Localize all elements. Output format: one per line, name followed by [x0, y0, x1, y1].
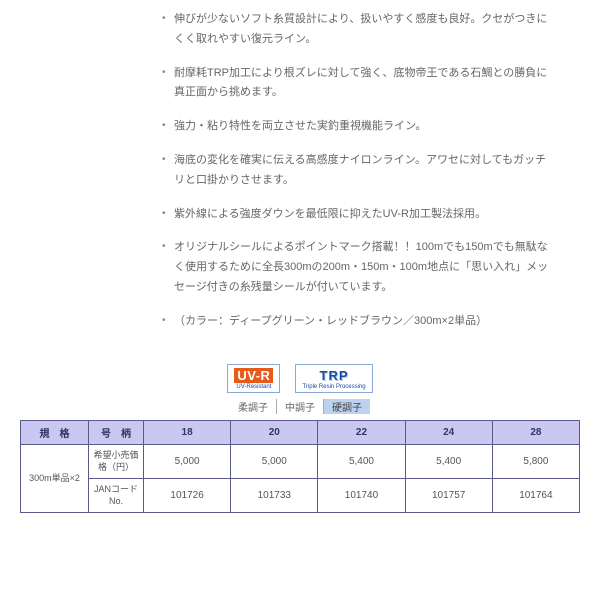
table-row-price: 300m単品×2 希望小売価格（円） 5,000 5,000 5,400 5,4…: [21, 444, 580, 478]
th-spec: 規 格: [21, 420, 89, 444]
jan-24: 101757: [405, 478, 492, 512]
table-row-jan: JANコードNo. 101726 101733 101740 101757 10…: [21, 478, 580, 512]
uvr-badge: UV-R UV-Resistant: [227, 364, 280, 393]
feature-list: 伸びが少ないソフト糸質設計により、扱いやすく感度も良好。クセがつきにくく取れやす…: [0, 0, 600, 356]
trp-badge: TRP Triple Resin Processing: [295, 364, 372, 393]
tone-mid: 中調子: [277, 399, 324, 414]
spec-cell: 300m単品×2: [21, 444, 89, 512]
trp-badge-label: TRP: [320, 368, 349, 383]
price-label: 希望小売価格（円）: [89, 444, 144, 478]
jan-22: 101740: [318, 478, 405, 512]
table-header-row: 規 格 号 柄 18 20 22 24 28: [21, 420, 580, 444]
th-20: 20: [231, 420, 318, 444]
th-28: 28: [492, 420, 579, 444]
jan-28: 101764: [492, 478, 579, 512]
price-18: 5,000: [144, 444, 231, 478]
feature-item: 紫外線による強度ダウンを最低限に抑えたUV-R加工製法採用。: [160, 205, 550, 225]
th-22: 22: [318, 420, 405, 444]
price-20: 5,000: [231, 444, 318, 478]
th-18: 18: [144, 420, 231, 444]
trp-badge-sub: Triple Resin Processing: [302, 384, 365, 390]
jan-20: 101733: [231, 478, 318, 512]
jan-label: JANコードNo.: [89, 478, 144, 512]
price-28: 5,800: [492, 444, 579, 478]
uvr-badge-label: UV-R: [234, 368, 273, 383]
badge-row: UV-R UV-Resistant TRP Triple Resin Proce…: [0, 364, 600, 393]
th-24: 24: [405, 420, 492, 444]
feature-item: オリジナルシールによるポイントマーク搭載！！100mでも150mでも無駄なく使用…: [160, 238, 550, 297]
price-22: 5,400: [318, 444, 405, 478]
feature-item: 伸びが少ないソフト糸質設計により、扱いやすく感度も良好。クセがつきにくく取れやす…: [160, 10, 550, 50]
tone-bar: 柔調子中調子硬調子: [0, 399, 600, 414]
feature-item: 海底の変化を確実に伝える高感度ナイロンライン。アワセに対してもガッチリと口掛かり…: [160, 151, 550, 191]
feature-item: 強力・粘り特性を両立させた実釣重視機能ライン。: [160, 117, 550, 137]
feature-item: 耐摩耗TRP加工により根ズレに対して強く、底物帝王である石鯛との勝負に真正面から…: [160, 64, 550, 104]
uvr-badge-sub: UV-Resistant: [234, 384, 273, 390]
tone-soft: 柔調子: [230, 399, 277, 414]
jan-18: 101726: [144, 478, 231, 512]
tone-hard: 硬調子: [324, 399, 370, 414]
spec-table-wrap: 規 格 号 柄 18 20 22 24 28 300m単品×2 希望小売価格（円…: [0, 420, 600, 513]
price-24: 5,400: [405, 444, 492, 478]
feature-item: （カラー：ディープグリーン・レッドブラウン／300m×2単品）: [160, 312, 550, 332]
th-item: 号 柄: [89, 420, 144, 444]
spec-table: 規 格 号 柄 18 20 22 24 28 300m単品×2 希望小売価格（円…: [20, 420, 580, 513]
